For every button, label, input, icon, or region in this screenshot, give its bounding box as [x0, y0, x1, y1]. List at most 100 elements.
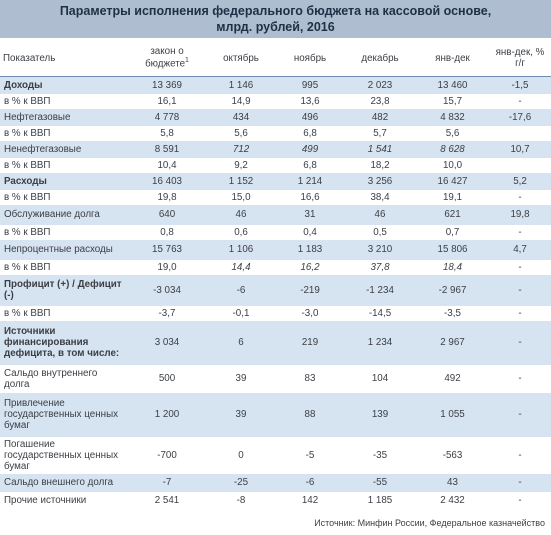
cell-yoy: 19,8 [489, 204, 551, 225]
header-row: Показатель закон о бюджете1 октябрь нояб… [0, 40, 551, 77]
table-row: в % к ВВП 19,0 14,4 16,2 37,8 18,4- [0, 259, 551, 275]
cell-oct: 14,9 [206, 93, 276, 109]
cell-ytd: 8 628 [416, 140, 489, 158]
cell-ytd: 1 055 [416, 392, 489, 437]
cell-oct: -8 [206, 491, 276, 510]
table-row: Профицит (+) / Дефицит (-) -3 034 -6 -219 -1… [0, 274, 551, 306]
cell-dec: 3 210 [344, 239, 416, 260]
cell-law: 1 200 [128, 392, 206, 437]
table-row: Ненефтегазовые 8 591 712 499 1 541 8 628 10,7 [0, 140, 551, 158]
cell-nov: 995 [276, 76, 344, 94]
table-row: Обслуживание долга 640 46 31 46 621 19,8 [0, 204, 551, 225]
cell-law: 640 [128, 204, 206, 225]
cell-nov: 1 183 [276, 239, 344, 260]
cell-nov: 31 [276, 204, 344, 225]
cell-ytd: 621 [416, 204, 489, 225]
cell-law: 13 369 [128, 76, 206, 94]
cell-yoy: - [489, 473, 551, 492]
cell-ytd: 15 806 [416, 239, 489, 260]
row-label: в % к ВВП [0, 157, 128, 173]
row-label: Доходы [0, 76, 128, 94]
cell-law: 8 591 [128, 140, 206, 158]
cell-oct: 6 [206, 320, 276, 365]
cell-yoy: -17,6 [489, 108, 551, 126]
cell-dec: 5,7 [344, 125, 416, 141]
cell-law: 15 763 [128, 239, 206, 260]
cell-law: 4 778 [128, 108, 206, 126]
cell-dec: 104 [344, 364, 416, 393]
row-label: в % к ВВП [0, 93, 128, 109]
cell-law: 2 541 [128, 491, 206, 510]
cell-yoy: - [489, 491, 551, 510]
row-label: в % к ВВП [0, 259, 128, 275]
cell-law: 19,0 [128, 259, 206, 275]
table-row: в % к ВВП 16,1 14,9 13,6 23,8 15,7- [0, 93, 551, 109]
cell-law: 5,8 [128, 125, 206, 141]
cell-dec: 37,8 [344, 259, 416, 275]
table-row: Источники финансирования дефицита, в том… [0, 320, 551, 365]
cell-nov: 83 [276, 364, 344, 393]
table-row: Прочие источники 2 541 -8 142 1 185 2 432- [0, 491, 551, 510]
row-label: Сальдо внешнего долга [0, 473, 128, 492]
cell-dec: -14,5 [344, 305, 416, 321]
cell-nov: -219 [276, 274, 344, 306]
cell-nov: 499 [276, 140, 344, 158]
cell-dec: 23,8 [344, 93, 416, 109]
table-row: в % к ВВП 19,8 15,0 16,6 38,4 19,1- [0, 189, 551, 205]
cell-dec: 1 541 [344, 140, 416, 158]
cell-law: 500 [128, 364, 206, 393]
cell-yoy: - [489, 392, 551, 437]
row-label: Непроцентные расходы [0, 239, 128, 260]
cell-oct: 39 [206, 392, 276, 437]
cell-ytd: 16 427 [416, 172, 489, 190]
cell-yoy: - [489, 259, 551, 275]
cell-dec: 482 [344, 108, 416, 126]
cell-oct: 15,0 [206, 189, 276, 205]
cell-dec: 139 [344, 392, 416, 437]
row-label: Расходы [0, 172, 128, 190]
cell-law: 19,8 [128, 189, 206, 205]
cell-oct: 46 [206, 204, 276, 225]
cell-nov: -6 [276, 473, 344, 492]
cell-nov: 16,2 [276, 259, 344, 275]
table-row: в % к ВВП -3,7 -0,1 -3,0 -14,5 -3,5- [0, 305, 551, 321]
title-line-2: млрд. рублей, 2016 [216, 20, 335, 34]
table-title: Параметры исполнения федерального бюджет… [0, 0, 551, 38]
header-indicator: Показатель [0, 40, 128, 77]
cell-nov: -3,0 [276, 305, 344, 321]
cell-yoy: - [489, 274, 551, 306]
cell-dec: 3 256 [344, 172, 416, 190]
cell-yoy: 5,2 [489, 172, 551, 190]
cell-law: -3,7 [128, 305, 206, 321]
cell-nov: 6,8 [276, 157, 344, 173]
cell-yoy [489, 157, 551, 173]
cell-oct: -6 [206, 274, 276, 306]
row-label: Прочие источники [0, 491, 128, 510]
cell-ytd: -3,5 [416, 305, 489, 321]
cell-law: 16,1 [128, 93, 206, 109]
cell-nov: 219 [276, 320, 344, 365]
cell-law: 16 403 [128, 172, 206, 190]
cell-dec: -55 [344, 473, 416, 492]
cell-oct: 0 [206, 436, 276, 474]
cell-law: -3 034 [128, 274, 206, 306]
cell-ytd: 43 [416, 473, 489, 492]
cell-dec: -1 234 [344, 274, 416, 306]
cell-nov: 88 [276, 392, 344, 437]
cell-ytd: 2 967 [416, 320, 489, 365]
cell-oct: 14,4 [206, 259, 276, 275]
cell-dec: -35 [344, 436, 416, 474]
cell-yoy: - [489, 189, 551, 205]
cell-ytd: 0,7 [416, 224, 489, 240]
row-label: Погашение государственных ценных бумаг [0, 436, 128, 474]
cell-oct: 9,2 [206, 157, 276, 173]
cell-dec: 18,2 [344, 157, 416, 173]
table-row: Нефтегазовые 4 778 434 496 482 4 832 -17,6 [0, 108, 551, 126]
cell-nov: 142 [276, 491, 344, 510]
cell-nov: 13,6 [276, 93, 344, 109]
cell-law: 0,8 [128, 224, 206, 240]
row-label: Нефтегазовые [0, 108, 128, 126]
table-row: Непроцентные расходы 15 763 1 106 1 183 3 21… [0, 239, 551, 260]
cell-oct: 0,6 [206, 224, 276, 240]
table-row: Доходы 13 369 1 146 995 2 023 13 460 -1,5 [0, 76, 551, 94]
